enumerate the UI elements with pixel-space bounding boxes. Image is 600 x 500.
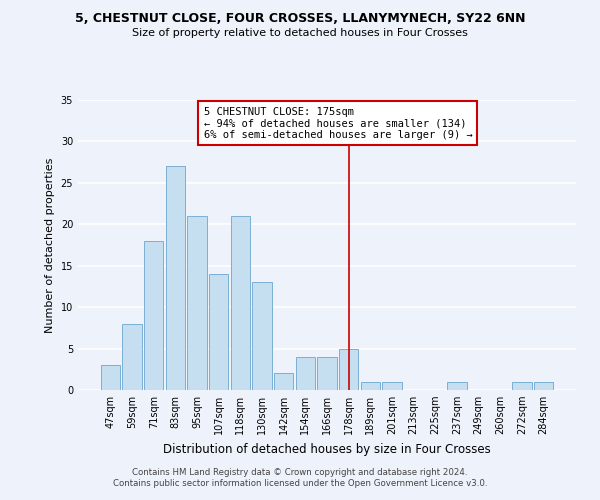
Bar <box>122 324 142 390</box>
Bar <box>230 216 250 390</box>
Bar <box>534 382 553 390</box>
Text: Contains HM Land Registry data © Crown copyright and database right 2024.
Contai: Contains HM Land Registry data © Crown c… <box>113 468 487 487</box>
Bar <box>274 374 293 390</box>
Bar <box>144 241 163 390</box>
Bar <box>187 216 207 390</box>
Bar <box>512 382 532 390</box>
Text: 5 CHESTNUT CLOSE: 175sqm
← 94% of detached houses are smaller (134)
6% of semi-d: 5 CHESTNUT CLOSE: 175sqm ← 94% of detach… <box>203 106 472 140</box>
Bar <box>361 382 380 390</box>
Bar <box>166 166 185 390</box>
Bar <box>447 382 467 390</box>
Bar <box>339 348 358 390</box>
Bar <box>101 365 120 390</box>
Text: Size of property relative to detached houses in Four Crosses: Size of property relative to detached ho… <box>132 28 468 38</box>
Bar <box>252 282 272 390</box>
Text: 5, CHESTNUT CLOSE, FOUR CROSSES, LLANYMYNECH, SY22 6NN: 5, CHESTNUT CLOSE, FOUR CROSSES, LLANYMY… <box>75 12 525 26</box>
Bar <box>382 382 402 390</box>
Bar <box>296 357 315 390</box>
Bar <box>317 357 337 390</box>
Bar <box>209 274 229 390</box>
X-axis label: Distribution of detached houses by size in Four Crosses: Distribution of detached houses by size … <box>163 442 491 456</box>
Y-axis label: Number of detached properties: Number of detached properties <box>45 158 55 332</box>
